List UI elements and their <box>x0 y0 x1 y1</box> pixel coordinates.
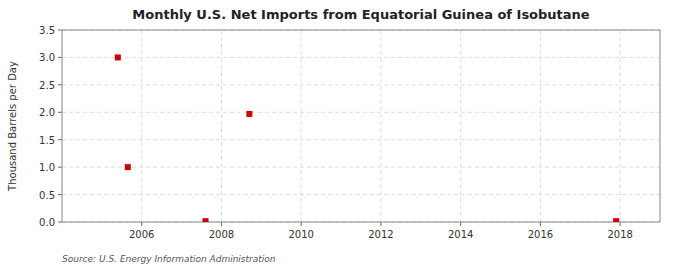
tick-mark <box>58 167 62 168</box>
point <box>115 54 121 60</box>
grid-line <box>62 112 660 113</box>
grid-line <box>460 30 461 222</box>
tick-mark <box>58 222 62 223</box>
tick-mark <box>58 139 62 140</box>
point <box>125 164 131 170</box>
plot-frame <box>62 30 660 222</box>
tick-label: 0.5 <box>39 190 55 201</box>
tick-label: 1.5 <box>39 135 55 146</box>
point <box>613 218 619 222</box>
grid-line <box>62 167 660 168</box>
tick-label: 2.5 <box>39 80 55 91</box>
grid-line <box>540 30 541 222</box>
tick-mark <box>58 194 62 195</box>
grid-line <box>62 139 660 140</box>
tick-mark <box>58 112 62 113</box>
tick-mark <box>58 57 62 58</box>
chart-container: Monthly U.S. Net Imports from Equatorial… <box>0 0 675 275</box>
tick-mark <box>221 222 222 226</box>
tick-mark <box>620 222 621 226</box>
annotation: Source: U.S. Energy Information Administ… <box>62 254 276 264</box>
tick-label: 2008 <box>209 229 234 240</box>
tick-label: 2.0 <box>39 107 55 118</box>
grid-line <box>221 30 222 222</box>
tick-mark <box>380 222 381 226</box>
tick-mark <box>460 222 461 226</box>
grid <box>62 30 660 222</box>
grid-line <box>62 84 660 85</box>
tick-label: 2012 <box>368 229 393 240</box>
point <box>203 218 209 222</box>
tick-label: 3.5 <box>39 25 55 36</box>
tick-label: 3.0 <box>39 52 55 63</box>
tick-mark <box>301 222 302 226</box>
grid-line <box>301 30 302 222</box>
grid-line <box>62 194 660 195</box>
title: Monthly U.S. Net Imports from Equatorial… <box>132 7 590 22</box>
tick-label: 0.0 <box>39 217 55 228</box>
tick-label: 2014 <box>448 229 473 240</box>
tick-label: 2016 <box>528 229 553 240</box>
grid-line <box>380 30 381 222</box>
y-axis-label: Thousand Barrels per Day <box>7 61 18 192</box>
tick-label: 2010 <box>288 229 313 240</box>
tick-mark <box>141 222 142 226</box>
tick-mark <box>58 30 62 31</box>
grid-line <box>141 30 142 222</box>
tick-label: 2006 <box>129 229 154 240</box>
tick-label: 1.0 <box>39 162 55 173</box>
tick-mark <box>540 222 541 226</box>
axes: 0.0 0.5 1.0 1.5 2.0 2.5 3.0 3.5 2006 2008 2010 2012… <box>39 25 660 240</box>
point <box>246 111 252 117</box>
chart-svg: Monthly U.S. Net Imports from Equatorial… <box>0 0 675 275</box>
tick-label: 2018 <box>607 229 632 240</box>
points <box>115 54 619 222</box>
grid-line <box>62 57 660 58</box>
grid-line <box>620 30 621 222</box>
tick-mark <box>58 84 62 85</box>
